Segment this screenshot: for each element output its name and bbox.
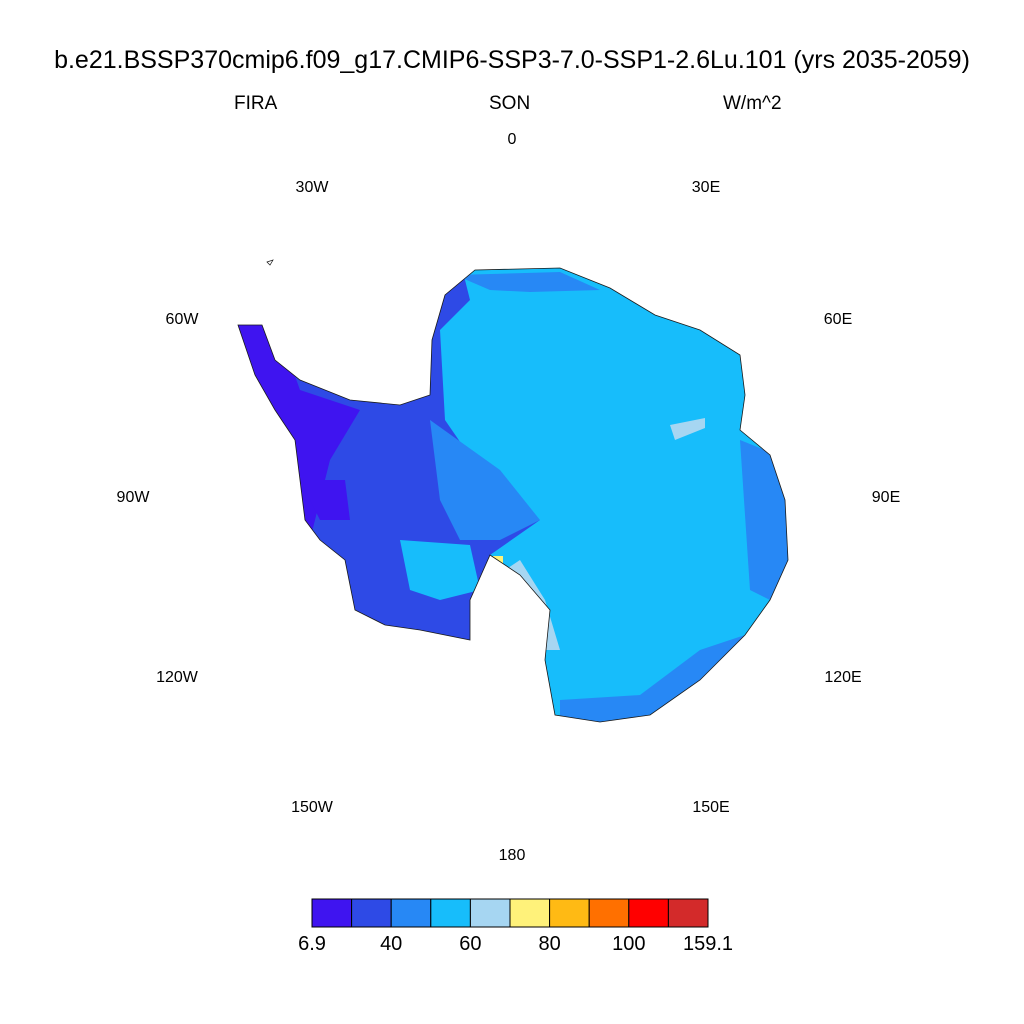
colorbar-tick-5: 159.1: [683, 933, 733, 955]
lon-label-3: 90E: [872, 489, 900, 506]
field-central: [430, 420, 540, 540]
colorbar-box-9: [667, 898, 709, 928]
colorbar-tick-4: 100: [612, 933, 645, 955]
colorbar-tick-2: 60: [459, 933, 481, 955]
field-coast-north: [455, 272, 600, 292]
lon-label-10: 60W: [166, 311, 200, 328]
colorbar-box-3: [430, 898, 471, 928]
colorbar-box-4: [469, 898, 511, 928]
field-east-patch: [670, 418, 705, 440]
lon-label-4: 120E: [824, 669, 861, 686]
lon-label-6: 180: [499, 847, 526, 864]
colorbar-tick-1: 40: [380, 933, 402, 955]
colorbar-box-6: [549, 898, 590, 928]
colorbar-tick-0: 6.9: [298, 933, 326, 955]
season-label: SON: [489, 93, 531, 114]
colorbar-box-1: [351, 898, 392, 928]
lon-label-0: 0: [508, 131, 517, 148]
longitude-labels: 0 30E 60E 90E 120E 150E 180 150W 120W 90W 60W 30W: [117, 131, 901, 864]
lon-label-9: 90W: [117, 489, 151, 506]
colorbar-box-7: [588, 898, 630, 928]
lon-label-8: 120W: [156, 669, 199, 686]
colorbar-tick-3: 80: [538, 933, 560, 955]
lon-label-5: 150E: [692, 799, 729, 816]
south-orkney-outline: [266, 259, 274, 266]
units-label: W/m^2: [723, 93, 782, 114]
colorbar-box-8: [628, 898, 669, 928]
lon-label-11: 30W: [296, 179, 330, 196]
colorbar-box-5: [509, 898, 551, 928]
colorbar-box-2: [390, 898, 432, 928]
lon-label-7: 150W: [291, 799, 334, 816]
plot-title: b.e21.BSSP370cmip6.f09_g17.CMIP6-SSP3-7.…: [54, 46, 970, 74]
colorbar-box-0: [311, 898, 353, 928]
lon-label-2: 60E: [824, 311, 852, 328]
field-ross: [400, 540, 480, 600]
lon-label-1: 30E: [692, 179, 720, 196]
variable-label: FIRA: [234, 93, 278, 114]
field-coast-southeast: [560, 630, 760, 722]
field-ellsworth: [300, 480, 350, 520]
